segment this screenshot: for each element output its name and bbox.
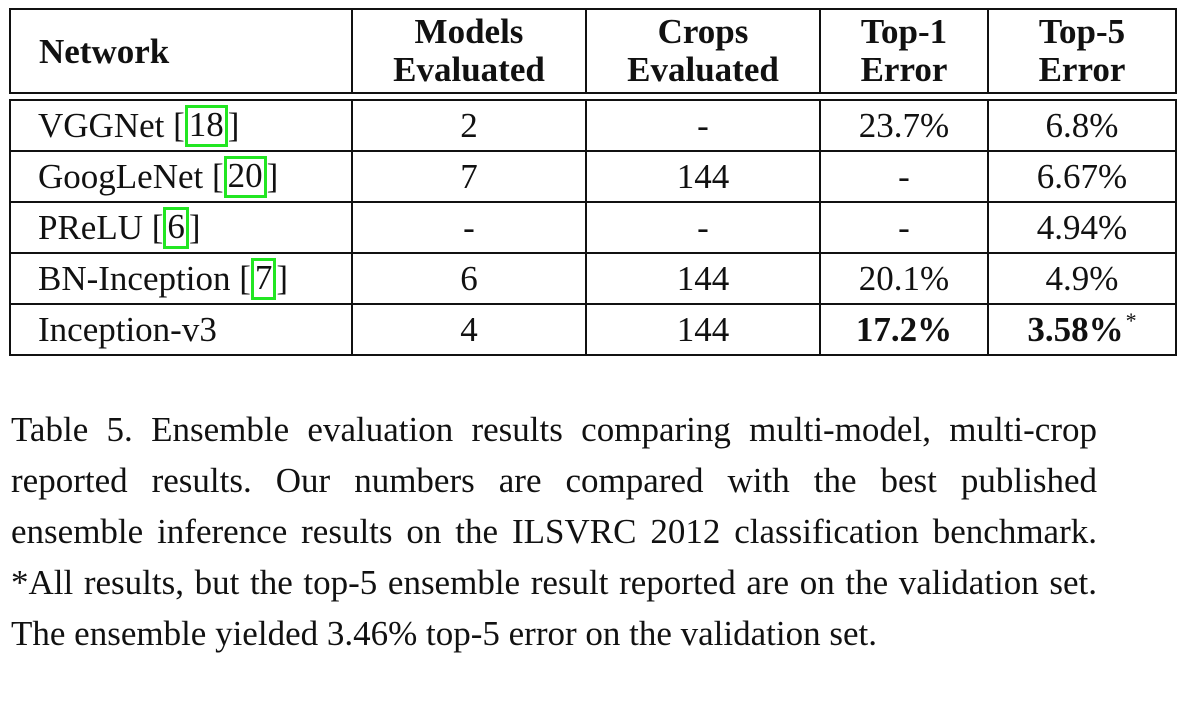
table-caption: Table 5. Ensemble evaluation results com… [11, 410, 1097, 653]
table-row-vggnet: VGGNet [18] 2 - 23.7% 6.8% [9, 99, 1177, 152]
header-crops-evaluated: Crops Evaluated [585, 8, 821, 94]
top5-error-cell: 4.94% [987, 201, 1177, 254]
network-name: GoogLeNet [38, 157, 204, 196]
table-row-googlenet: GoogLeNet [20] 7 144 - 6.67% [9, 150, 1177, 203]
top1-error-cell: 23.7% [819, 99, 989, 152]
top5-error-best-value: 3.58% [1027, 310, 1124, 349]
crops-evaluated-cell: - [585, 201, 821, 254]
header-network-label: Network [39, 32, 170, 71]
models-evaluated-cell: 4 [351, 303, 587, 356]
crops-evaluated-cell: 144 [585, 150, 821, 203]
header-top5-line2: Error [1038, 50, 1126, 89]
citation-link-20[interactable]: 20 [223, 155, 267, 198]
citation-close-bracket: ] [266, 157, 279, 196]
top5-error-cell: 3.58%* [987, 303, 1177, 356]
network-name: Inception-v3 [38, 310, 217, 349]
top1-error-cell: 17.2% [819, 303, 989, 356]
top1-error-cell: - [819, 201, 989, 254]
header-models-line1: Models [414, 12, 524, 51]
top5-error-cell: 6.8% [987, 99, 1177, 152]
citation-link-6[interactable]: 6 [163, 206, 189, 249]
network-name: BN-Inception [38, 259, 231, 298]
header-top5-error: Top-5 Error [987, 8, 1177, 94]
citation-link-7[interactable]: 7 [250, 257, 277, 300]
header-spacer [10, 93, 1176, 100]
header-top1-error: Top-1 Error [819, 8, 989, 94]
citation-open-bracket: [ [211, 157, 224, 196]
citation-open-bracket: [ [151, 208, 164, 247]
header-crops-line1: Crops [657, 12, 749, 51]
models-evaluated-cell: - [351, 201, 587, 254]
network-cell: Inception-v3 [9, 303, 353, 356]
top5-error-cell: 6.67% [987, 150, 1177, 203]
citation-close-bracket: ] [188, 208, 201, 247]
citation-link-18[interactable]: 18 [184, 104, 228, 147]
header-top1-line1: Top-1 [860, 12, 948, 51]
table-row-bn-inception: BN-Inception [7] 6 144 20.1% 4.9% [9, 252, 1177, 305]
header-crops-line2: Evaluated [627, 50, 779, 89]
top1-error-best-value: 17.2% [855, 310, 953, 349]
ensemble-results-table: Network Models Evaluated Crops Evaluated… [9, 8, 1177, 356]
citation-open-bracket: [ [239, 259, 251, 298]
network-name: VGGNet [38, 106, 165, 145]
network-cell: PReLU [6] [9, 201, 353, 254]
models-evaluated-cell: 7 [351, 150, 587, 203]
citation-close-bracket: ] [276, 259, 289, 298]
header-models-evaluated: Models Evaluated [351, 8, 587, 94]
table-row-inception-v3: Inception-v3 4 144 17.2% 3.58%* [9, 303, 1177, 356]
top5-error-cell: 4.9% [987, 252, 1177, 305]
top1-error-cell: - [819, 150, 989, 203]
network-name: PReLU [38, 208, 143, 247]
spacer-cell [10, 93, 1176, 100]
citation-close-bracket: ] [227, 106, 240, 145]
crops-evaluated-cell: - [585, 99, 821, 152]
models-evaluated-cell: 6 [351, 252, 587, 305]
network-cell: BN-Inception [7] [9, 252, 353, 305]
network-cell: VGGNet [18] [9, 99, 353, 152]
models-evaluated-cell: 2 [351, 99, 587, 152]
crops-evaluated-cell: 144 [585, 252, 821, 305]
top1-error-cell: 20.1% [819, 252, 989, 305]
header-top1-line2: Error [860, 50, 948, 89]
citation-open-bracket: [ [173, 106, 185, 145]
footnote-asterisk: * [1125, 308, 1137, 334]
header-network: Network [9, 8, 353, 94]
header-top5-line1: Top-5 [1038, 12, 1126, 51]
crops-evaluated-cell: 144 [585, 303, 821, 356]
header-models-line2: Evaluated [393, 50, 545, 89]
table-row-prelu: PReLU [6] - - - 4.94% [9, 201, 1177, 254]
network-cell: GoogLeNet [20] [9, 150, 353, 203]
table-header-row: Network Models Evaluated Crops Evaluated… [9, 8, 1177, 94]
